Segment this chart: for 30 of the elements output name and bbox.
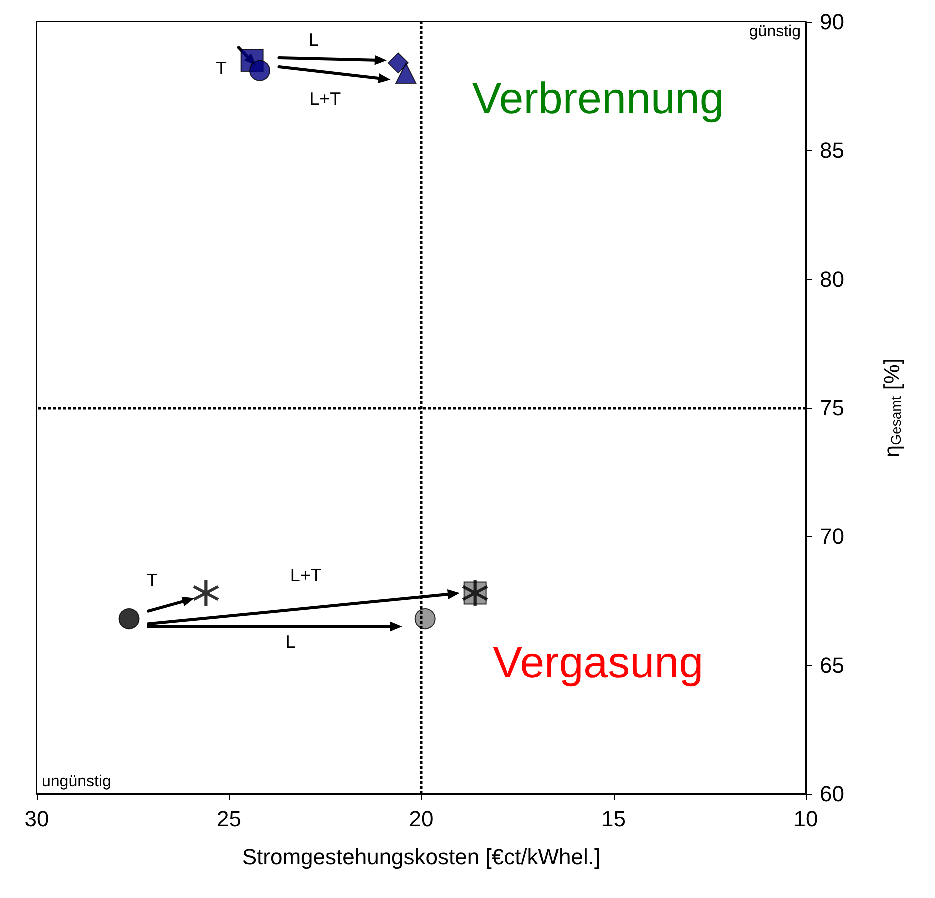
x-tick-label: 15 — [602, 806, 626, 832]
annotation: Verbrennung — [472, 74, 724, 124]
annotation: L — [308, 30, 319, 50]
point — [396, 62, 417, 84]
x-tick-label: 20 — [409, 806, 434, 832]
y-tick-label: 85 — [820, 138, 844, 164]
point — [388, 52, 409, 74]
y-tick-label: 75 — [820, 396, 844, 420]
y-axis-title: ηGesamt [%] — [880, 358, 904, 458]
annotation: L+T — [310, 89, 342, 110]
y-tick-label: 65 — [820, 652, 844, 678]
annotation: T — [216, 58, 228, 78]
point — [414, 608, 436, 630]
y-tick-label: 80 — [820, 266, 844, 292]
x-tick-label: 30 — [24, 806, 50, 832]
annotation: ungünstig — [42, 774, 112, 790]
annotation: L — [286, 632, 296, 652]
point — [193, 580, 220, 606]
annotation: günstig — [749, 24, 801, 40]
x-axis-title: Stromgestehungskosten [€ct/kWhel.] — [242, 844, 601, 870]
annotation: Vergasung — [493, 638, 704, 688]
point — [250, 60, 271, 82]
annotation: L+T — [290, 565, 322, 586]
point — [118, 608, 140, 630]
y-tick-label: 90 — [820, 10, 844, 34]
y-tick-label: 60 — [820, 782, 844, 806]
x-tick-label: 10 — [794, 806, 818, 832]
x-tick-label: 25 — [217, 806, 242, 832]
annotation: T — [146, 570, 158, 590]
y-tick-label: 70 — [820, 524, 844, 550]
